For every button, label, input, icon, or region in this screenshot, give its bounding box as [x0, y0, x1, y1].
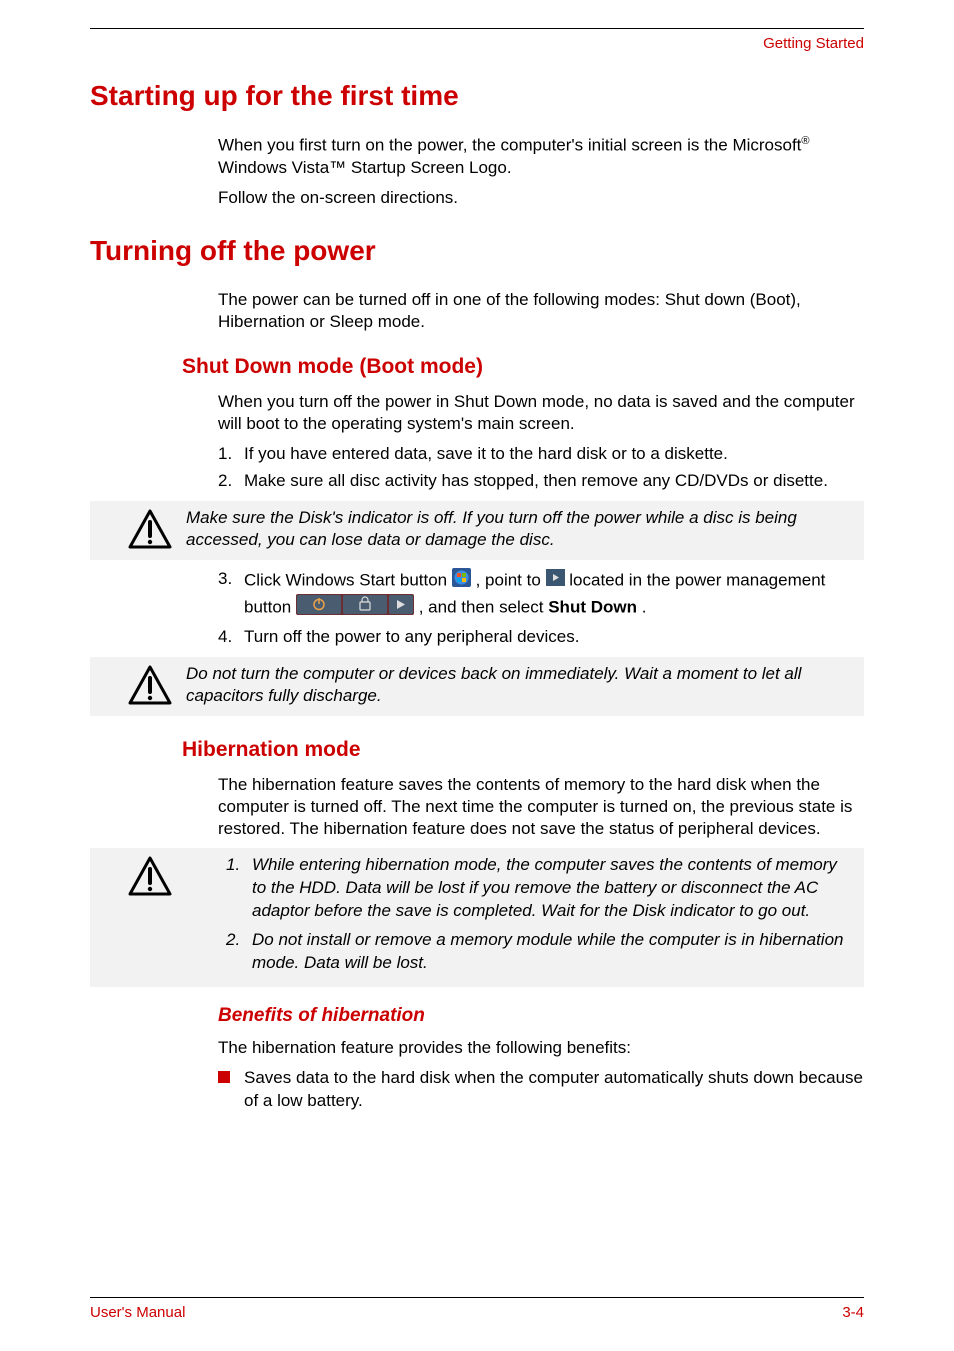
list-item: 2. Make sure all disc activity has stopp… [218, 470, 864, 493]
list-item: Saves data to the hard disk when the com… [218, 1067, 864, 1113]
header-title: Getting Started [90, 35, 864, 52]
turnoff-intro: The power can be turned off in one of th… [218, 289, 864, 333]
list-text: Make sure all disc activity has stopped,… [244, 470, 864, 493]
warning-icon [128, 856, 178, 901]
benefits-list: Saves data to the hard disk when the com… [218, 1067, 864, 1113]
shutdown-steps-1: 1. If you have entered data, save it to … [218, 443, 864, 493]
heading-starting-up: Starting up for the first time [90, 80, 864, 112]
list-item: 2. Do not install or remove a memory mod… [226, 929, 854, 975]
page-footer: User's Manual 3-4 [90, 1297, 864, 1321]
list-item: 3. Click Windows Start button , point to [218, 568, 864, 622]
step3-text-f: . [642, 598, 647, 617]
list-number: 1. [226, 854, 252, 923]
warning-icon [128, 509, 178, 554]
benefits-intro: The hibernation feature provides the fol… [218, 1037, 864, 1059]
shutdown-desc: When you turn off the power in Shut Down… [218, 391, 864, 435]
list-text: Saves data to the hard disk when the com… [244, 1067, 864, 1113]
heading-benefits-hibernation: Benefits of hibernation [218, 1005, 864, 1027]
intro-text-a: When you first turn on the power, the co… [218, 136, 801, 155]
step3-text-b: , point to [476, 571, 546, 590]
list-text: Turn off the power to any peripheral dev… [244, 626, 864, 649]
arrow-button-icon [546, 569, 565, 593]
heading-shutdown-mode: Shut Down mode (Boot mode) [182, 355, 864, 379]
list-item: 1. If you have entered data, save it to … [218, 443, 864, 466]
intro-paragraph-1: When you first turn on the power, the co… [218, 134, 864, 179]
warning-callout-hibernation: 1. While entering hibernation mode, the … [90, 848, 864, 987]
heading-turning-off: Turning off the power [90, 235, 864, 267]
list-number: 2. [226, 929, 252, 975]
power-management-icon [296, 594, 414, 622]
windows-start-icon [452, 568, 471, 594]
list-text: Click Windows Start button , point to [244, 568, 864, 622]
header-rule [90, 28, 864, 29]
list-item: 4. Turn off the power to any peripheral … [218, 626, 864, 649]
bullet-square-icon [218, 1067, 244, 1113]
list-number: 2. [218, 470, 244, 493]
footer-page-number: 3-4 [842, 1304, 864, 1321]
list-item: 1. While entering hibernation mode, the … [226, 854, 854, 923]
step3-text-d: , and then select [419, 598, 548, 617]
footer-left: User's Manual [90, 1304, 185, 1321]
footer-rule [90, 1297, 864, 1298]
warning-text: Do not turn the computer or devices back… [186, 663, 864, 707]
warning-text: Make sure the Disk's indicator is off. I… [186, 507, 864, 551]
shutdown-steps-2: 3. Click Windows Start button , point to [218, 568, 864, 649]
hibernation-desc: The hibernation feature saves the conten… [218, 774, 864, 840]
list-number: 3. [218, 568, 244, 622]
list-number: 1. [218, 443, 244, 466]
list-text: Do not install or remove a memory module… [252, 929, 854, 975]
warning-icon [128, 665, 178, 710]
step3-text-a: Click Windows Start button [244, 571, 452, 590]
warning-callout-capacitors: Do not turn the computer or devices back… [90, 657, 864, 716]
list-text: If you have entered data, save it to the… [244, 443, 864, 466]
warning-list: 1. While entering hibernation mode, the … [186, 854, 864, 981]
heading-hibernation-mode: Hibernation mode [182, 738, 864, 762]
intro-text-b: Windows Vista™ Startup Screen Logo. [218, 158, 512, 177]
registered-symbol: ® [801, 135, 809, 147]
list-number: 4. [218, 626, 244, 649]
list-text: While entering hibernation mode, the com… [252, 854, 854, 923]
intro-paragraph-2: Follow the on-screen directions. [218, 187, 864, 209]
step3-shutdown-bold: Shut Down [548, 598, 637, 617]
warning-callout-disk: Make sure the Disk's indicator is off. I… [90, 501, 864, 560]
